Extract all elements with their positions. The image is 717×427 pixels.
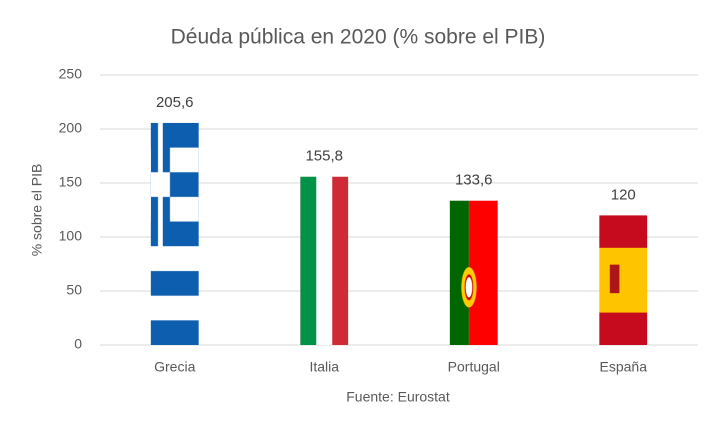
y-tick-label: 250 bbox=[59, 66, 83, 82]
value-label: 205,6 bbox=[156, 94, 194, 111]
x-tick-label: Italia bbox=[309, 359, 339, 375]
bar bbox=[449, 200, 498, 345]
y-axis-label: % sobre el PIB bbox=[29, 164, 45, 257]
y-tick-label: 0 bbox=[74, 336, 82, 352]
bar bbox=[300, 176, 349, 345]
value-label: 133,6 bbox=[455, 172, 493, 189]
y-tick-label: 100 bbox=[59, 228, 83, 244]
y-tick-label: 50 bbox=[66, 282, 82, 298]
value-label: 120 bbox=[611, 186, 636, 203]
y-tick-label: 200 bbox=[59, 120, 83, 136]
value-label: 155,8 bbox=[305, 148, 343, 165]
bar bbox=[150, 122, 199, 346]
y-tick-label: 150 bbox=[59, 174, 83, 190]
x-tick-label: España bbox=[600, 359, 648, 375]
x-tick-label: Portugal bbox=[448, 359, 500, 375]
x-axis-label: Fuente: Eurostat bbox=[346, 389, 450, 405]
x-tick-label: Grecia bbox=[154, 359, 195, 375]
chart-title: Déuda pública en 2020 (% sobre el PIB) bbox=[171, 26, 546, 49]
bar bbox=[599, 215, 648, 345]
